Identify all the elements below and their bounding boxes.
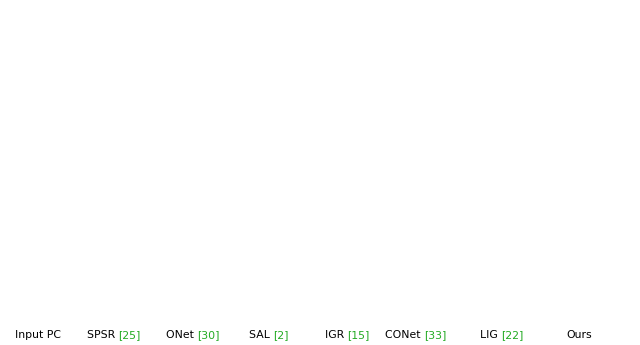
Text: Input PC: Input PC [15,330,61,339]
Text: [33]: [33] [424,330,447,339]
Text: Ours: Ours [566,330,592,339]
Text: [15]: [15] [348,330,370,339]
Text: [2]: [2] [273,330,289,339]
Text: [22]: [22] [501,330,524,339]
Text: LIG: LIG [480,330,501,339]
Text: SPSR: SPSR [86,330,118,339]
Text: ONet: ONet [166,330,197,339]
Text: [25]: [25] [118,330,141,339]
Text: SAL: SAL [249,330,273,339]
Text: CONet: CONet [385,330,424,339]
Text: IGR: IGR [324,330,348,339]
Bar [0,314,640,345]
Text: [30]: [30] [197,330,220,339]
